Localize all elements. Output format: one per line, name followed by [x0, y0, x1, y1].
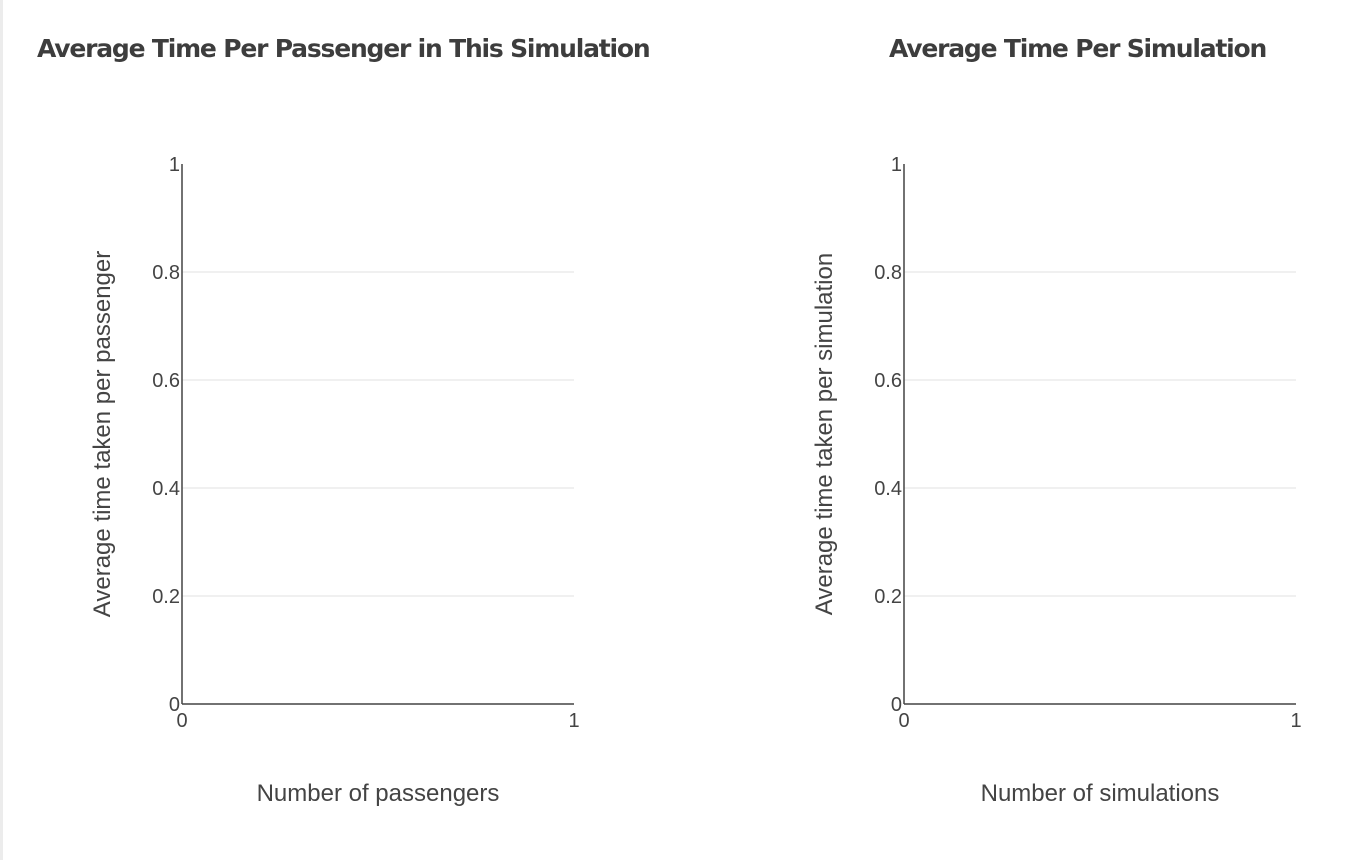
chart-passenger: Average time taken per passenger Number … — [89, 154, 580, 807]
y-tick-label: 0.8 — [152, 262, 180, 284]
x-tick-label: 1 — [1290, 710, 1301, 732]
chart-simulation: Average time taken per simulation Number… — [811, 154, 1302, 807]
y-tick-label: 0.4 — [152, 478, 180, 500]
chart-title-passenger: Average Time Per Passenger in This Simul… — [37, 34, 651, 63]
y-tick-label: 0.8 — [874, 262, 902, 284]
x-tick-label: 0 — [176, 710, 187, 732]
page-edge — [0, 0, 3, 860]
y-tick-label: 0.6 — [874, 370, 902, 392]
x-tick-label: 1 — [568, 710, 579, 732]
x-axis-title: Number of simulations — [981, 780, 1220, 807]
y-tick-label: 0.6 — [152, 370, 180, 392]
y-axis-title: Average time taken per passenger — [89, 251, 116, 617]
y-axis-title: Average time taken per simulation — [811, 253, 838, 615]
y-tick-label: 0 — [169, 694, 180, 716]
y-tick-label: 0.4 — [874, 478, 902, 500]
chart-title-simulation: Average Time Per Simulation — [889, 34, 1267, 63]
y-tick-label: 1 — [169, 154, 180, 176]
y-tick-label: 0.2 — [874, 586, 902, 608]
y-tick-label: 0.2 — [152, 586, 180, 608]
y-tick-label: 0 — [891, 694, 902, 716]
x-axis-title: Number of passengers — [257, 780, 500, 807]
x-tick-label: 0 — [898, 710, 909, 732]
y-tick-label: 1 — [891, 154, 902, 176]
